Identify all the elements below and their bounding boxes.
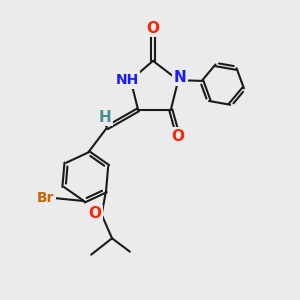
Text: O: O (172, 129, 185, 144)
Text: H: H (98, 110, 111, 125)
Text: N: N (173, 70, 186, 85)
Text: NH: NH (116, 73, 139, 87)
Text: O: O (146, 21, 160, 36)
Text: O: O (88, 206, 102, 221)
Text: Br: Br (37, 191, 55, 205)
